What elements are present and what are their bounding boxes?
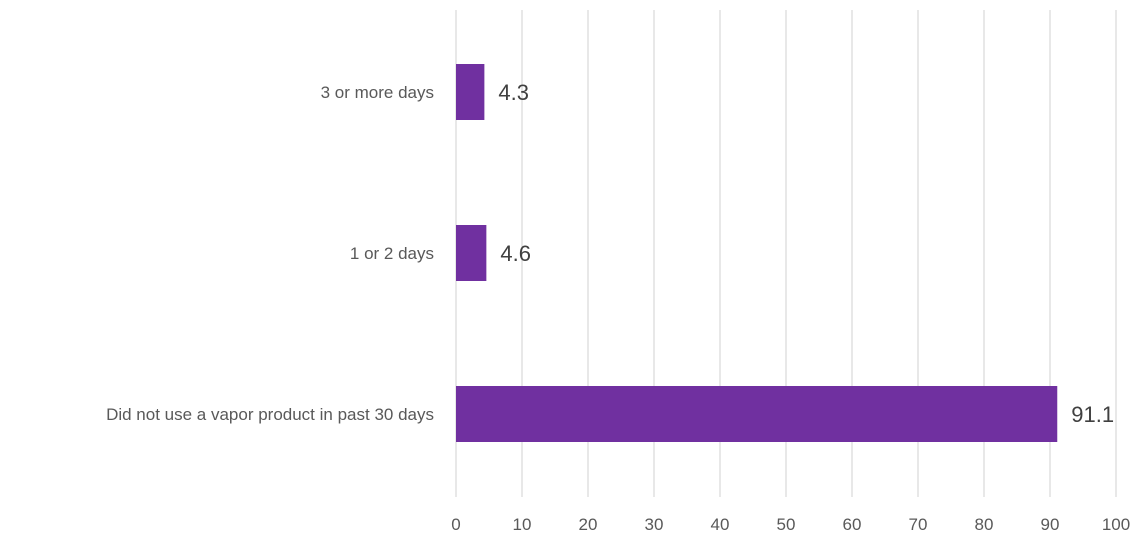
labels: 0 10 20 30 40 50 60 70 80 90 100 3 or more days 4.3 1… [106, 80, 1130, 534]
data-label: 4.6 [500, 241, 531, 266]
x-tick-label: 50 [777, 515, 796, 534]
x-tick-label: 40 [711, 515, 730, 534]
category-label: 1 or 2 days [350, 244, 434, 263]
bar [456, 386, 1058, 442]
bar [456, 225, 487, 281]
x-tick-label: 80 [975, 515, 994, 534]
x-tick-label: 10 [513, 515, 532, 534]
x-tick-label: 0 [451, 515, 460, 534]
x-tick-label: 70 [909, 515, 928, 534]
bar [456, 64, 485, 120]
x-tick-label: 100 [1102, 515, 1130, 534]
data-label: 4.3 [498, 80, 529, 105]
bars [456, 64, 1058, 442]
category-label: 3 or more days [321, 83, 434, 102]
x-tick-label: 60 [843, 515, 862, 534]
x-tick-label: 90 [1041, 515, 1060, 534]
category-label: Did not use a vapor product in past 30 d… [106, 405, 434, 424]
x-tick-label: 30 [645, 515, 664, 534]
data-label: 91.1 [1071, 402, 1114, 427]
x-tick-label: 20 [579, 515, 598, 534]
